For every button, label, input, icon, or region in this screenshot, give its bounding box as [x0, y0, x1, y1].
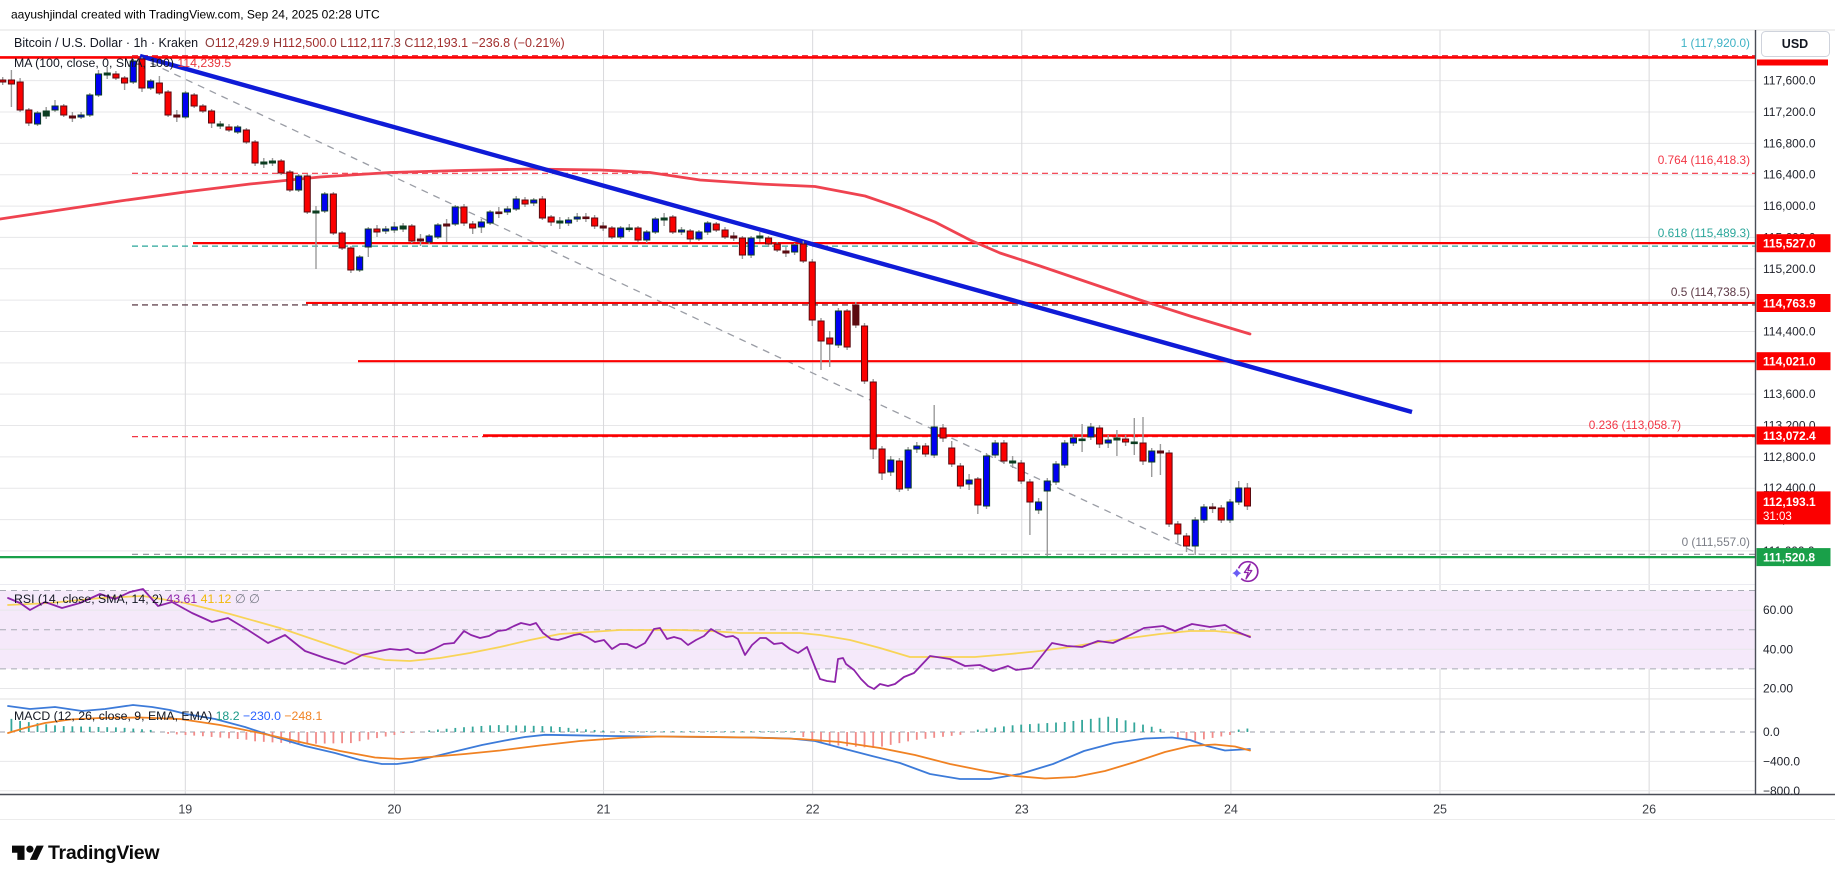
svg-text:−400.0: −400.0: [1763, 754, 1800, 768]
svg-text:113,072.4: 113,072.4: [1763, 429, 1816, 443]
svg-text:116,800.0: 116,800.0: [1763, 136, 1816, 150]
svg-text:RSI (14, close, SMA, 14, 2) 43: RSI (14, close, SMA, 14, 2) 43.61 41.12 …: [14, 592, 260, 606]
svg-text:117,600.0: 117,600.0: [1763, 74, 1816, 88]
svg-text:26: 26: [1642, 803, 1656, 817]
svg-text:23: 23: [1015, 803, 1029, 817]
svg-text:20: 20: [387, 803, 401, 817]
svg-text:112,800.0: 112,800.0: [1763, 450, 1816, 464]
svg-text:MACD (12, 26, close, 9, EMA, E: MACD (12, 26, close, 9, EMA, EMA) 18.2 −…: [14, 709, 322, 723]
svg-text:60.00: 60.00: [1763, 603, 1793, 617]
svg-text:114,763.9: 114,763.9: [1763, 296, 1816, 310]
svg-text:0 (111,557.0): 0 (111,557.0): [1682, 535, 1750, 549]
svg-text:24: 24: [1224, 803, 1238, 817]
svg-text:31:03: 31:03: [1763, 511, 1792, 523]
svg-text:0.0: 0.0: [1763, 725, 1780, 739]
svg-text:TradingView: TradingView: [48, 842, 160, 864]
svg-text:0.236 (113,058.7): 0.236 (113,058.7): [1589, 418, 1681, 432]
svg-text:116,000.0: 116,000.0: [1763, 199, 1816, 213]
svg-text:0.5 (114,738.5): 0.5 (114,738.5): [1671, 285, 1750, 299]
svg-text:USD: USD: [1782, 37, 1808, 51]
svg-text:0.618 (115,489.3): 0.618 (115,489.3): [1658, 226, 1750, 240]
svg-text:114,021.0: 114,021.0: [1763, 355, 1816, 369]
svg-text:40.00: 40.00: [1763, 642, 1793, 656]
svg-text:117,200.0: 117,200.0: [1763, 105, 1816, 119]
svg-text:aayushjindal created with Trad: aayushjindal created with TradingView.co…: [11, 8, 380, 22]
svg-text:115,200.0: 115,200.0: [1763, 262, 1816, 276]
svg-text:21: 21: [597, 803, 611, 817]
svg-text:114,400.0: 114,400.0: [1763, 324, 1816, 338]
svg-text:1 (117,920.0): 1 (117,920.0): [1681, 36, 1750, 50]
svg-text:116,400.0: 116,400.0: [1763, 168, 1816, 182]
svg-text:111,520.8: 111,520.8: [1763, 551, 1815, 565]
svg-text:MA (100, close, 0, SMA, 100) 1: MA (100, close, 0, SMA, 100) 114,239.5: [14, 56, 231, 70]
svg-text:22: 22: [806, 803, 820, 817]
svg-text:25: 25: [1433, 803, 1447, 817]
svg-text:113,600.0: 113,600.0: [1763, 387, 1816, 401]
svg-text:−800.0: −800.0: [1763, 784, 1800, 798]
svg-text:Bitcoin / U.S. Dollar · 1h · K: Bitcoin / U.S. Dollar · 1h · Kraken O112…: [14, 36, 565, 50]
svg-text:0.764 (116,418.3): 0.764 (116,418.3): [1658, 153, 1750, 167]
svg-text:19: 19: [178, 803, 192, 817]
svg-text:112,193.1: 112,193.1: [1763, 495, 1816, 509]
svg-text:115,527.0: 115,527.0: [1763, 237, 1816, 251]
svg-text:20.00: 20.00: [1763, 682, 1793, 696]
